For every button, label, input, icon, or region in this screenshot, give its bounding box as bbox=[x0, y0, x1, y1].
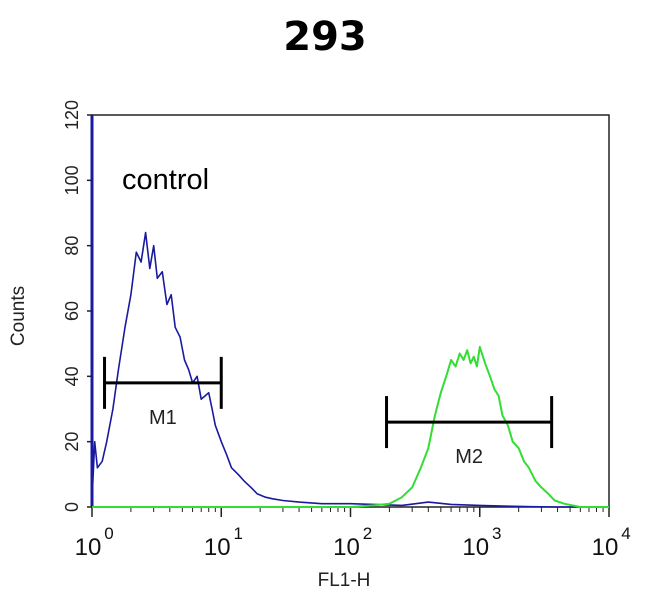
x-tick-label: 103 bbox=[462, 524, 501, 561]
sample-histogram-line bbox=[92, 345, 609, 508]
gate-label: M2 bbox=[455, 446, 483, 468]
gate-label: M1 bbox=[149, 407, 177, 429]
x-tick-label: 100 bbox=[75, 524, 114, 561]
x-tick-exponent: 4 bbox=[621, 524, 630, 543]
x-tick-base: 10 bbox=[462, 534, 489, 561]
x-tick-exponent: 2 bbox=[363, 524, 372, 543]
y-tick-label: 80 bbox=[62, 236, 82, 256]
x-tick-label: 104 bbox=[592, 524, 631, 561]
x-tick-base: 10 bbox=[204, 534, 231, 561]
x-tick-exponent: 1 bbox=[234, 524, 243, 543]
gate-marker-m2: M2 bbox=[385, 396, 554, 468]
series-layer bbox=[91, 231, 609, 508]
x-tick-base: 10 bbox=[333, 534, 360, 561]
y-tick-label: 100 bbox=[62, 165, 82, 195]
y-tick-label: 120 bbox=[62, 100, 82, 130]
x-tick-label: 101 bbox=[204, 524, 243, 561]
y-tick-label: 0 bbox=[62, 502, 82, 512]
x-tick-base: 10 bbox=[592, 534, 619, 561]
x-tick-exponent: 3 bbox=[492, 524, 501, 543]
y-axis-label: Counts bbox=[8, 286, 29, 346]
gate-marker-m1: M1 bbox=[103, 356, 223, 429]
y-tick-label: 40 bbox=[62, 366, 82, 386]
y-tick-label: 20 bbox=[62, 432, 82, 452]
control-annotation: control bbox=[122, 164, 209, 196]
chart-title: 293 bbox=[283, 14, 367, 60]
x-tick-exponent: 0 bbox=[104, 524, 113, 543]
y-axis-ticks: 0 20 40 60 80 100 120 bbox=[62, 100, 92, 512]
gates-layer: M1 M2 bbox=[103, 356, 554, 468]
x-axis-label: FL1-H bbox=[318, 570, 371, 591]
x-tick-label: 102 bbox=[333, 524, 372, 561]
control-histogram-line bbox=[91, 231, 609, 508]
y-tick-label: 60 bbox=[62, 301, 82, 321]
x-tick-base: 10 bbox=[75, 534, 102, 561]
